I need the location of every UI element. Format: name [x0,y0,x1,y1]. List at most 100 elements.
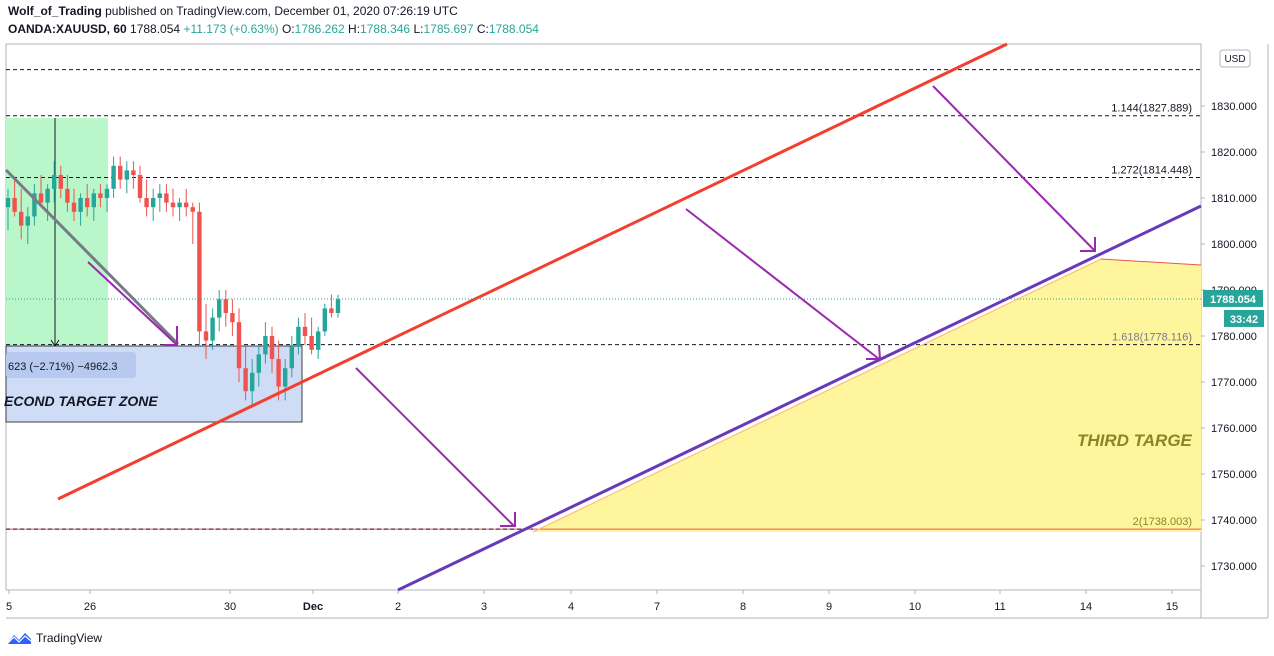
candle[interactable] [118,156,123,189]
x-tick-label: 14 [1080,601,1092,613]
candle[interactable] [5,188,11,231]
candle[interactable] [302,313,308,346]
candle[interactable] [203,303,209,359]
candle[interactable] [91,188,96,221]
candle[interactable] [276,340,281,401]
high-label: H: [348,22,361,36]
candle[interactable] [12,179,17,217]
x-tick-label: Dec [303,601,323,613]
candle[interactable] [38,175,44,208]
candle[interactable] [58,165,63,198]
candle[interactable] [243,345,248,401]
trendlines-layer [4,42,1202,592]
author-name[interactable]: Wolf_of_Trading [8,4,102,18]
candle[interactable] [104,184,110,212]
open-value: 1786.262 [294,22,345,36]
down-trendline[interactable] [4,168,180,346]
y-tick-label: 1810.000 [1211,193,1257,205]
candle[interactable] [230,299,235,336]
y-tick-label: 1750.000 [1211,469,1257,481]
candle[interactable] [236,308,242,382]
fib-level-label: 1.144(1827.889) [1111,103,1192,115]
candle[interactable] [25,207,30,244]
last-price-tag-text: 1788.054 [1210,294,1257,306]
candle[interactable] [329,294,334,318]
candle[interactable] [137,165,143,203]
candle[interactable] [170,188,176,217]
first-target-zone[interactable] [6,118,108,346]
candle[interactable] [184,188,189,217]
measure-label: 623 (−2.71%) −4962.3 [8,361,117,373]
tradingview-logo-icon[interactable] [6,630,32,646]
publish-info: Wolf_of_Trading published on TradingView… [8,4,458,18]
y-tick-label: 1780.000 [1211,331,1257,343]
third-zone-label: THIRD TARGE [1077,431,1193,450]
time-axis[interactable]: 5 26 30 Dec 2 3 4 7 8 9 10 11 14 15 [6,590,1178,613]
footer-brand[interactable]: TradingView [36,631,103,645]
candle[interactable] [124,161,129,194]
candle[interactable] [210,308,215,350]
candle[interactable] [78,193,83,226]
y-tick-label: 1760.000 [1211,423,1257,435]
candle[interactable] [157,184,162,212]
candle[interactable] [335,294,341,318]
candle[interactable] [197,202,202,346]
candle[interactable] [250,359,255,405]
purple-channel-line[interactable] [397,204,1202,592]
footer: TradingView [6,628,102,648]
arrows-layer [87,85,1096,527]
open-label: O: [281,22,295,36]
third-target-zone[interactable] [533,259,1201,532]
price-axis[interactable]: 1730.000 1740.000 1750.000 1760.000 1770.000… [1201,101,1257,573]
candle[interactable] [190,202,195,244]
candle[interactable] [144,179,149,217]
x-tick-label: 9 [826,601,832,613]
candle[interactable] [65,175,70,212]
candle[interactable] [269,326,275,373]
candle[interactable] [98,184,103,208]
x-tick-label: 11 [994,601,1005,613]
candle[interactable] [223,290,228,327]
arrow-to-purple-line[interactable] [932,85,1096,252]
y-tick-label: 1820.000 [1211,147,1257,159]
close-label: C: [476,22,489,36]
candle[interactable] [217,290,222,332]
fib-level-label: 1.618(1778.116) [1112,332,1192,344]
last-price-tag [1203,289,1263,307]
x-tick-label: 8 [740,601,746,613]
candle[interactable] [85,184,90,217]
candle[interactable] [296,317,301,355]
candle[interactable] [71,188,77,221]
arrow-to-1618-level[interactable] [685,208,882,360]
candle[interactable] [256,345,261,387]
candle[interactable] [263,322,268,364]
red-channel-line[interactable] [57,42,1008,501]
candle[interactable] [45,184,50,221]
measure-label-box [6,352,136,378]
candle[interactable] [309,317,314,355]
candle[interactable] [164,184,169,212]
candle[interactable] [283,359,288,401]
candle[interactable] [19,188,24,240]
candle[interactable] [111,156,116,198]
candle[interactable] [289,336,294,378]
candle[interactable] [177,198,182,221]
candle[interactable] [32,184,37,226]
y-tick-label: 1740.000 [1211,515,1257,527]
zones-layer: 623 (−2.71%) −4962.3 ECOND TARGET ZONE T… [4,118,1202,533]
currency-box[interactable] [1219,49,1251,68]
low-label: L: [413,22,424,36]
x-tick-label: 26 [84,601,96,613]
candle[interactable] [316,326,321,359]
symbol-label[interactable]: OANDA:XAUUSD, 60 [8,22,127,36]
candle[interactable] [131,161,136,189]
y-tick-label: 1730.000 [1211,561,1257,573]
published-text: published on TradingView.com, December 0… [105,4,458,18]
y-tick-label: 1770.000 [1211,377,1257,389]
arrow-to-2-level[interactable] [355,367,516,527]
arrow-to-second-zone[interactable] [87,261,178,346]
candle[interactable] [151,188,156,221]
candle[interactable] [322,303,327,336]
candle[interactable] [52,161,57,203]
